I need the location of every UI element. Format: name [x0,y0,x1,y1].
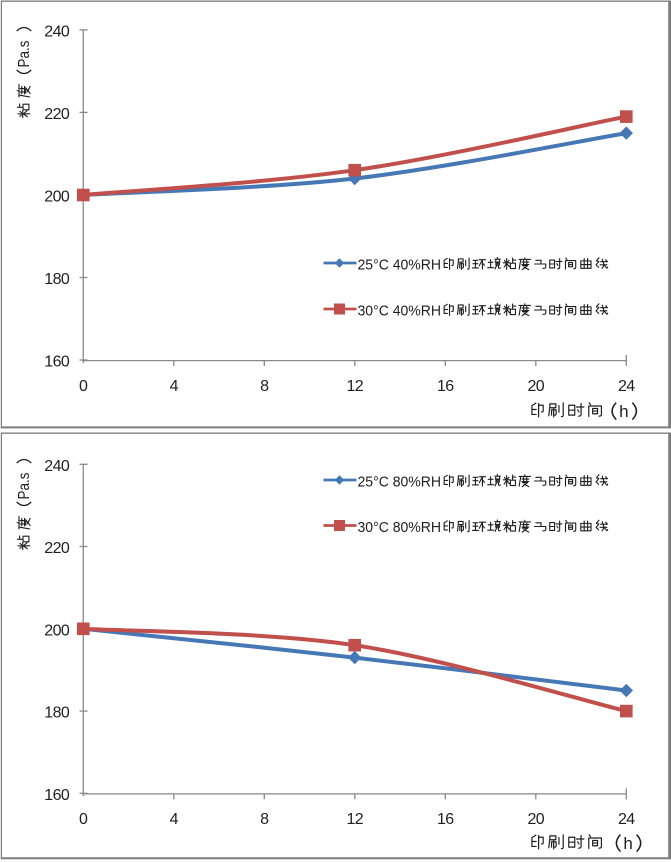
svg-text:16: 16 [437,811,454,828]
svg-text:Pa.s: Pa.s [16,472,33,499]
svg-text:4: 4 [170,378,179,395]
svg-text:220: 220 [44,540,70,557]
svg-text:160: 160 [44,786,70,803]
svg-text:20: 20 [527,378,544,395]
svg-text:160: 160 [44,354,70,371]
svg-text:25°C 40%RH: 25°C 40%RH [358,257,442,274]
svg-text:25°C 80%RH: 25°C 80%RH [358,473,442,490]
svg-text:0: 0 [79,378,88,395]
svg-text:30°C 80%RH: 30°C 80%RH [358,519,442,536]
svg-text:16: 16 [437,378,454,395]
svg-text:12: 12 [346,378,363,395]
svg-text:8: 8 [260,378,269,395]
svg-text:24: 24 [618,811,635,828]
svg-text:180: 180 [44,704,70,721]
svg-text:240: 240 [44,457,70,474]
svg-text:24: 24 [618,378,635,395]
svg-text:200: 200 [44,622,70,639]
svg-text:240: 240 [44,24,70,41]
svg-text:200: 200 [44,189,70,206]
svg-text:220: 220 [44,106,70,123]
svg-text:20: 20 [527,811,544,828]
svg-text:180: 180 [44,271,70,288]
svg-text:0: 0 [79,811,88,828]
svg-text:h: h [623,834,632,853]
svg-text:12: 12 [346,811,363,828]
svg-text:4: 4 [170,811,179,828]
svg-text:Pa.s: Pa.s [16,41,33,68]
svg-text:h: h [619,402,628,421]
svg-text:8: 8 [260,811,269,828]
svg-text:30°C 40%RH: 30°C 40%RH [358,303,442,320]
